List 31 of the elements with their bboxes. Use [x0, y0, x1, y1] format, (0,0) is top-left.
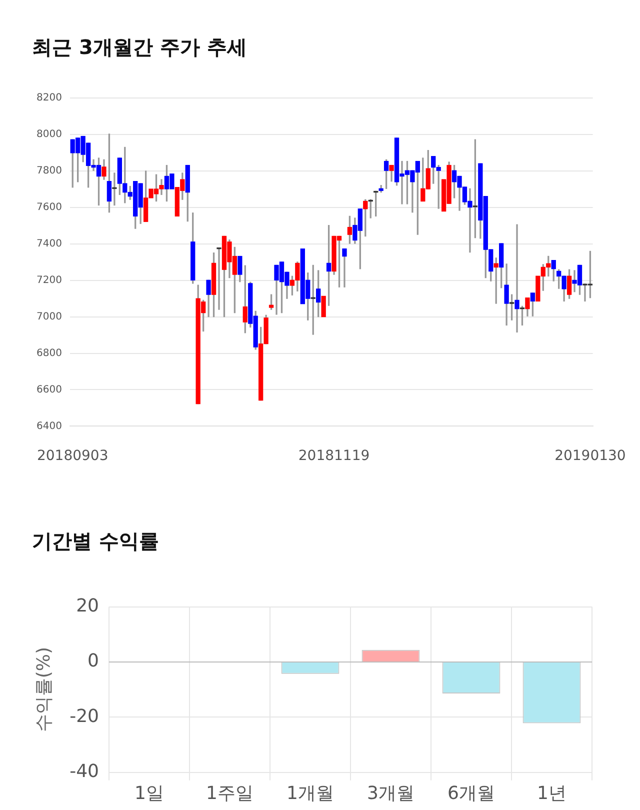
x-tick-label: 1주일 [206, 782, 254, 804]
x-tick-label: 20180903 [36, 448, 108, 464]
chart-title: 기간별 수익률 [32, 528, 159, 555]
y-tick-label: 7000 [36, 311, 62, 322]
y-tick-label: 20 [76, 595, 99, 616]
x-tick-label: 1년 [537, 782, 566, 804]
candlestick [342, 248, 347, 288]
y-tick-label: 6400 [36, 420, 62, 432]
y-tick-label: 6800 [36, 348, 62, 359]
x-tick-label: 20181119 [298, 448, 370, 464]
y-tick-label: 8200 [36, 92, 62, 104]
chart-title: 최근 3개월간 주가 추세 [32, 34, 247, 61]
y-tick-label: 7400 [36, 238, 62, 250]
y-tick-label: 0 [88, 650, 99, 672]
y-tick-label: -20 [70, 706, 99, 727]
x-tick-label: 6개월 [448, 782, 495, 804]
y-tick-label: 6600 [36, 384, 62, 396]
candlestick [514, 224, 520, 332]
x-tick-label: 20190130 [554, 448, 626, 464]
y-axis-title: 수익률(%) [33, 647, 54, 732]
candlestick [112, 172, 117, 206]
y-tick-label: 7600 [36, 202, 62, 213]
y-tick-label: 8000 [36, 129, 62, 140]
candlestick [321, 296, 326, 318]
y-tick-label: -40 [70, 761, 99, 782]
x-tick-label: 1개월 [286, 782, 334, 804]
candlestick [216, 247, 222, 310]
y-tick-label: 7800 [36, 166, 62, 177]
x-tick-label: 1일 [134, 782, 164, 804]
x-tick-label: 3개월 [367, 782, 414, 804]
y-tick-label: 7200 [36, 274, 62, 286]
